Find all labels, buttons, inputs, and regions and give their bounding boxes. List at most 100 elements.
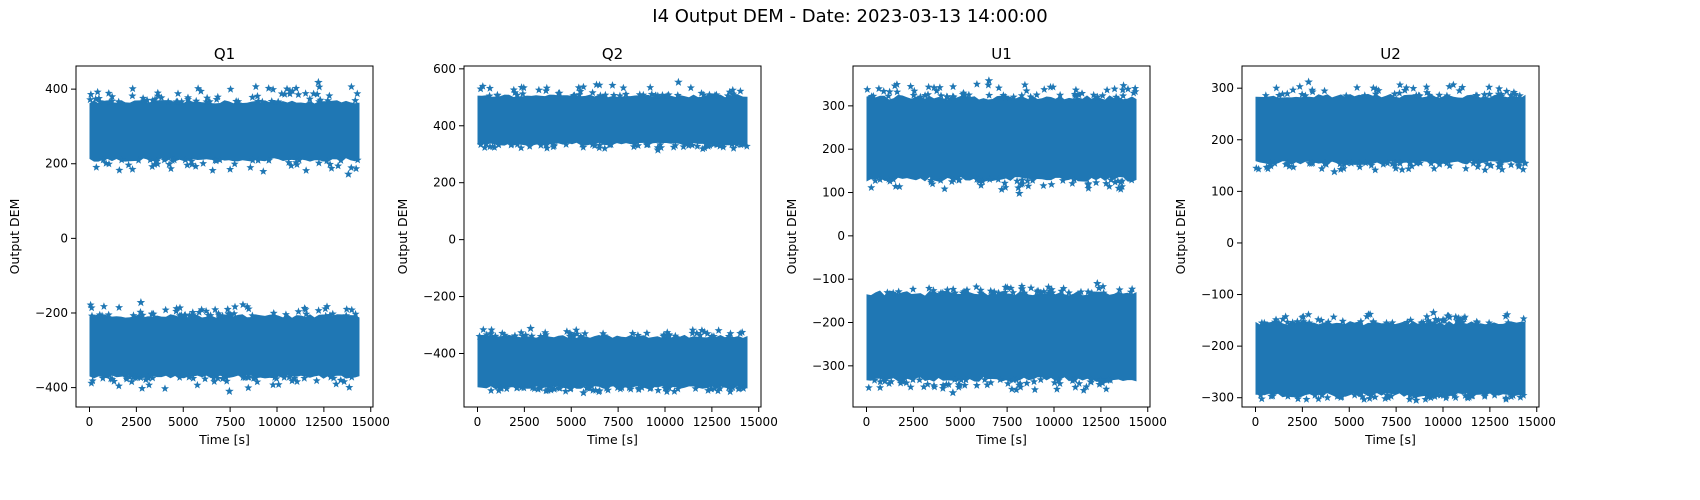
data-point <box>590 141 599 150</box>
data-point <box>947 177 956 186</box>
data-point <box>164 97 173 106</box>
data-point <box>254 97 263 105</box>
data-point <box>974 175 983 183</box>
data-point <box>1405 395 1414 403</box>
data-point <box>345 383 354 391</box>
data-point <box>517 383 526 391</box>
data-point <box>1333 390 1342 399</box>
data-point <box>290 374 299 382</box>
y-tick-label: 0 <box>1226 236 1234 250</box>
data-point <box>726 384 735 393</box>
data-point <box>1018 175 1027 184</box>
data-point <box>1093 279 1102 288</box>
data-point <box>287 161 296 170</box>
data-point <box>1423 88 1431 96</box>
data-point <box>313 90 322 98</box>
data-point <box>124 160 133 169</box>
data-point <box>1519 314 1528 323</box>
data-point <box>1422 312 1431 321</box>
data-point <box>736 87 745 95</box>
data-point <box>742 142 751 150</box>
data-point <box>1298 90 1307 98</box>
y-tick-label: 200 <box>433 176 456 190</box>
data-point <box>249 374 258 382</box>
data-point <box>1495 84 1504 93</box>
data-point <box>943 285 952 294</box>
data-point <box>1472 91 1480 99</box>
data-series <box>86 77 362 395</box>
data-point <box>549 142 558 151</box>
data-point <box>283 84 291 93</box>
data-point <box>108 96 116 105</box>
data-point <box>136 373 145 382</box>
data-point <box>1032 90 1041 99</box>
data-point <box>949 82 958 91</box>
data-point <box>161 305 170 314</box>
data-point <box>661 384 670 392</box>
data-point <box>336 156 345 164</box>
y-tick-label: −200 <box>35 306 68 320</box>
data-point <box>566 329 574 337</box>
x-tick-label: 12500 <box>305 415 343 429</box>
data-point <box>1519 391 1528 399</box>
data-point <box>512 383 521 392</box>
data-point <box>1350 391 1359 399</box>
data-point <box>536 332 545 340</box>
data-point <box>1504 318 1513 327</box>
data-point <box>253 377 262 386</box>
data-point <box>542 386 550 395</box>
data-point <box>659 330 668 339</box>
axes-frame <box>75 65 374 408</box>
y-axis-label: Output DEM <box>1173 199 1188 275</box>
data-point <box>609 91 618 99</box>
x-tick-label: 7500 <box>603 415 634 429</box>
data-point <box>301 89 310 97</box>
data-point <box>152 157 161 165</box>
data-point <box>1411 395 1421 404</box>
data-point <box>693 142 702 150</box>
data-point <box>954 380 963 388</box>
data-point <box>1435 91 1444 99</box>
data-point <box>635 90 644 98</box>
data-point <box>92 163 101 171</box>
data-point <box>1405 158 1414 167</box>
data-point <box>664 90 673 99</box>
data-point <box>325 91 334 100</box>
data-point <box>1390 161 1399 169</box>
data-point <box>1295 82 1304 90</box>
data-point <box>1127 175 1136 184</box>
data-point <box>498 329 507 337</box>
data-point <box>226 165 235 173</box>
data-point <box>986 378 995 387</box>
data-point <box>1426 391 1434 400</box>
data-point <box>98 374 107 382</box>
data-point <box>507 140 515 149</box>
data-point <box>906 82 915 90</box>
data-point <box>1030 377 1038 386</box>
data-point <box>1388 159 1397 168</box>
data-point <box>487 329 496 338</box>
x-tick-label: 0 <box>86 415 94 429</box>
data-point <box>1257 394 1266 403</box>
data-point <box>893 87 902 96</box>
data-point <box>1118 176 1127 185</box>
data-point <box>222 377 231 385</box>
data-point <box>1070 175 1079 184</box>
data-point <box>1087 375 1096 384</box>
data-point <box>594 387 603 396</box>
data-point <box>478 82 487 90</box>
data-point <box>1001 183 1010 191</box>
data-point <box>994 288 1003 297</box>
data-point <box>494 140 503 149</box>
data-point <box>1487 161 1495 169</box>
data-point <box>1336 159 1344 168</box>
data-point <box>201 374 209 383</box>
figure-suptitle: I4 Output DEM - Date: 2023-03-13 14:00:0… <box>652 6 1048 27</box>
data-point <box>1502 87 1511 95</box>
data-point <box>1485 318 1494 327</box>
data-point <box>218 374 227 383</box>
data-point <box>1358 392 1367 401</box>
data-point <box>208 166 217 174</box>
data-point <box>293 377 302 386</box>
data-point <box>1048 288 1057 297</box>
